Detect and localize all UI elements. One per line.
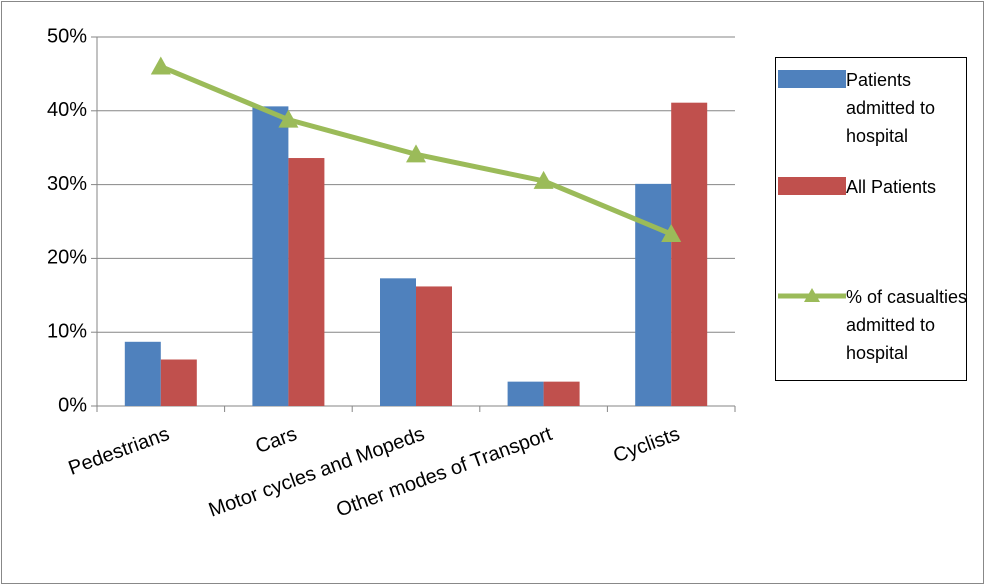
- legend-swatch: [778, 70, 846, 88]
- y-tick-label: 0%: [58, 394, 87, 416]
- bar: [380, 278, 416, 406]
- bar: [507, 381, 544, 406]
- y-tick-label: 30%: [47, 173, 87, 195]
- legend-marker: [804, 288, 820, 302]
- legend-swatch: [778, 288, 846, 302]
- marker: [406, 144, 426, 163]
- bar: [416, 286, 452, 406]
- legend-label: Patients admitted to hospital: [846, 70, 936, 146]
- legend-swatch: [778, 177, 846, 195]
- marker: [661, 224, 682, 243]
- marker: [278, 109, 299, 128]
- legend-box: [778, 70, 846, 88]
- y-tick-label: 20%: [47, 247, 87, 269]
- bar: [252, 106, 289, 406]
- bar: [124, 341, 161, 406]
- bar: [671, 102, 708, 406]
- y-tick-label: 40%: [47, 99, 87, 121]
- bar: [160, 359, 197, 406]
- marker: [150, 56, 171, 75]
- bar: [288, 158, 325, 406]
- legend: Patients admitted to hospital All Patient…: [775, 57, 967, 381]
- bar: [543, 381, 580, 406]
- bar: [635, 183, 672, 406]
- legend-box: [778, 177, 846, 195]
- marker: [533, 170, 554, 189]
- y-tick-label: 50%: [47, 25, 87, 47]
- legend-label: % of casualties admitted to hospital: [846, 287, 967, 363]
- y-tick-label: 10%: [47, 320, 87, 342]
- legend-label: All Patients: [846, 177, 937, 197]
